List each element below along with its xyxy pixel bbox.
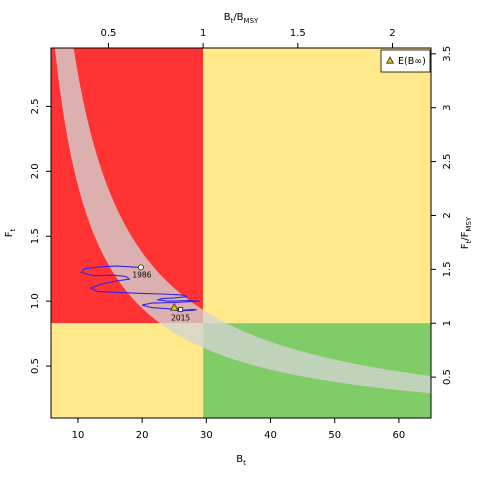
plot-frame bbox=[50, 47, 432, 419]
axis-label-subscript: MSY bbox=[244, 17, 259, 25]
y-tick-label: 0.5 bbox=[30, 358, 41, 374]
y-axis-label: Ft bbox=[4, 228, 17, 237]
y-tick-label: 2.0 bbox=[30, 163, 41, 179]
axis-label-subscript: t bbox=[9, 228, 17, 231]
axis-label-subscript: t bbox=[243, 459, 246, 467]
axis-label-subscript: t bbox=[465, 240, 473, 243]
x-axis-top-label: Bt/BMSY bbox=[224, 12, 259, 25]
y-tick-label: 1.0 bbox=[30, 293, 41, 309]
right-tick-label: 3 bbox=[442, 105, 453, 111]
top-tick-label: 1.5 bbox=[290, 28, 306, 39]
axis-label-text: /F bbox=[460, 231, 471, 240]
x-axis-label: Bt bbox=[236, 454, 246, 467]
right-tick-label: 0.5 bbox=[442, 369, 453, 385]
right-tick-label: 1.5 bbox=[442, 261, 453, 277]
start-year-label: 1986 bbox=[132, 270, 151, 279]
axis-label-text: /B bbox=[233, 12, 243, 23]
quadrants bbox=[51, 48, 431, 418]
legend-marker bbox=[385, 56, 395, 64]
end-point bbox=[178, 307, 184, 313]
top-tick-label: 2 bbox=[389, 28, 395, 39]
x-tick-label: 60 bbox=[393, 430, 406, 441]
trajectory-points: 1986 2015 bbox=[132, 264, 190, 323]
legend-box bbox=[380, 49, 431, 73]
top-tick-label: 1 bbox=[200, 28, 206, 39]
y-axis-right-label: Ft/FMSY bbox=[460, 216, 473, 249]
axis-label-text: B bbox=[224, 12, 231, 23]
axis-label-text: F bbox=[4, 231, 15, 237]
axis-label-text: B bbox=[236, 454, 243, 465]
axes: 10 20 30 40 50 60 0.5 1.0 1.5 2.0 2.5 0.5 1 1.5 2 0.5 1 1… bbox=[4, 12, 473, 467]
x-tick-label: 50 bbox=[328, 430, 341, 441]
x-tick-label: 40 bbox=[264, 430, 277, 441]
right-tick-label: 1 bbox=[442, 320, 453, 326]
axis-label-subscript: MSY bbox=[465, 216, 473, 231]
x-tick-label: 10 bbox=[72, 430, 85, 441]
y-tick-label: 2.5 bbox=[30, 98, 41, 114]
quadrant-overfished bbox=[51, 323, 204, 418]
start-point bbox=[137, 264, 144, 271]
expected-equilibrium-marker bbox=[169, 302, 179, 311]
x-tick-label: 30 bbox=[200, 430, 213, 441]
right-tick-label: 2.5 bbox=[442, 154, 453, 170]
legend: E(B∞) bbox=[380, 49, 431, 73]
axis-label-subscript: t bbox=[231, 17, 234, 25]
axis-label-text: F bbox=[460, 243, 471, 249]
quadrant-overfishing bbox=[203, 48, 431, 324]
y-tick-label: 1.5 bbox=[30, 228, 41, 244]
top-tick-label: 0.5 bbox=[100, 28, 116, 39]
legend-entry-label: E(B∞) bbox=[398, 56, 426, 67]
end-year-label: 2015 bbox=[171, 314, 190, 323]
x-tick-label: 20 bbox=[136, 430, 149, 441]
right-tick-label: 2 bbox=[442, 212, 453, 218]
right-tick-label: 3.5 bbox=[442, 46, 453, 62]
